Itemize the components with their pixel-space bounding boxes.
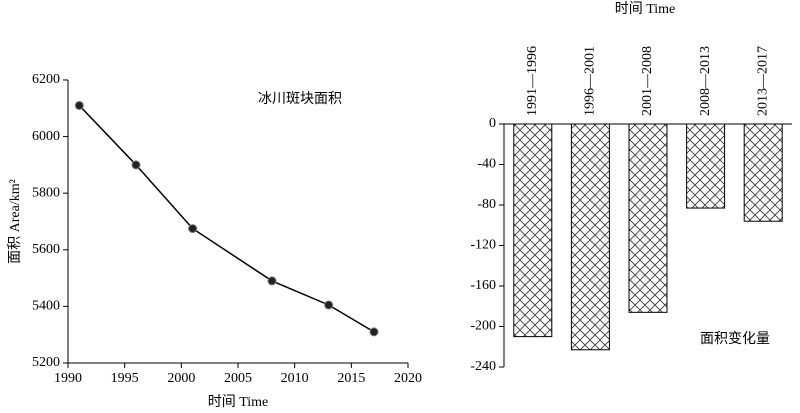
x-tick-label: 2005 — [224, 371, 252, 386]
y-tick-label: -120 — [470, 238, 496, 253]
y-tick-label: 5600 — [32, 242, 60, 257]
x-tick-label: 2015 — [337, 371, 365, 386]
x-axis-label: 时间 Time — [615, 1, 676, 17]
x-tick-label: 2020 — [394, 371, 422, 386]
y-tick-label: -40 — [477, 157, 496, 172]
y-tick-label: -200 — [470, 319, 496, 334]
x-tick-label: 2013—2017 — [755, 46, 770, 116]
y-tick-label: 0 — [489, 116, 496, 131]
point — [324, 300, 334, 310]
x-tick-label: 2001—2008 — [640, 46, 655, 116]
data-line — [78, 104, 375, 333]
bar — [628, 123, 668, 313]
y-tick-label: -240 — [470, 359, 496, 374]
y-tick-label: -160 — [470, 278, 496, 293]
y-tick-label: 5400 — [32, 299, 60, 314]
annotation: 面积变化量 — [700, 331, 770, 347]
x-tick-label: 2000 — [167, 371, 195, 386]
point — [131, 160, 141, 170]
bar — [743, 123, 783, 222]
x-tick-label: 2010 — [281, 371, 309, 386]
x-tick-label: 1995 — [111, 371, 139, 386]
x-axis-label: 时间 Time — [208, 394, 269, 410]
bar — [686, 123, 726, 209]
x-tick-label: 1991—1996 — [525, 46, 540, 116]
y-tick-label: 5800 — [32, 185, 60, 200]
y-tick-label: -80 — [477, 197, 496, 212]
bar — [513, 123, 553, 338]
x-tick-label: 2008—2013 — [698, 46, 713, 116]
x-tick-label: 1990 — [54, 371, 82, 386]
bar — [570, 123, 610, 351]
y-tick-label: 6000 — [32, 129, 60, 144]
y-tick-label: 5200 — [32, 355, 60, 370]
annotation: 冰川斑块面积 — [258, 91, 342, 107]
point — [74, 100, 84, 110]
point — [267, 276, 277, 286]
x-tick-label: 1996—2001 — [583, 46, 598, 116]
y-tick-label: 6200 — [32, 72, 60, 87]
point — [369, 327, 379, 337]
point — [188, 224, 198, 234]
y-axis-label: 面积 Area/km² — [7, 179, 23, 264]
